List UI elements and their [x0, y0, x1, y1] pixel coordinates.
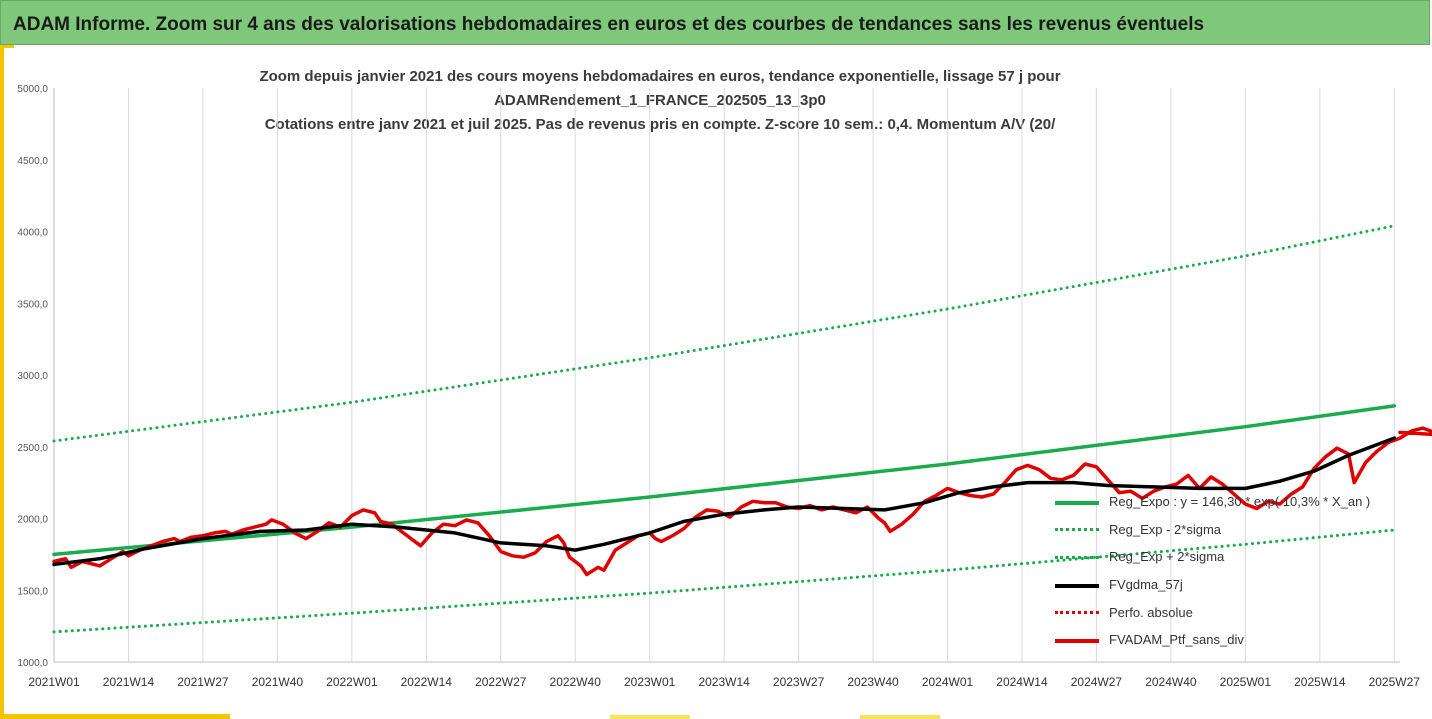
- x-tick-label: 2024W27: [1071, 675, 1123, 689]
- bottom-accent-bar-3: [860, 715, 940, 719]
- legend-item-reg-expo: Reg_Expo : y = 146,30 * exp( 10,3% * X_a…: [1055, 488, 1370, 516]
- y-axis-ticks: 1000,0 1500,0 2000,0 2500,0 3000,0 3500,0 4000…: [17, 84, 48, 669]
- x-tick-label: 2023W14: [698, 675, 750, 689]
- chart-title-line-3: Cotations entre janv 2021 et juil 2025. …: [264, 116, 1056, 133]
- y-tick-label: 4500,0: [17, 156, 48, 167]
- chart-series-lines: [52, 224, 1432, 634]
- bottom-accent-bar: [0, 714, 230, 719]
- legend-label-fvadam: FVADAM_Ptf_sans_div: [1109, 632, 1244, 648]
- y-tick-label: 2500,0: [17, 443, 48, 454]
- x-tick-label: 2021W14: [103, 675, 155, 689]
- legend-label-perfo-absolue: Perfo. absolue: [1109, 604, 1193, 620]
- series-line-3: [52, 436, 1397, 567]
- x-tick-label: 2025W14: [1294, 675, 1346, 689]
- y-tick-label: 2000,0: [17, 515, 48, 526]
- chart-title-line-1: Zoom depuis janvier 2021 des cours moyen…: [259, 68, 1061, 85]
- series-line-2: [52, 224, 1396, 443]
- y-tick-label: 3500,0: [17, 299, 48, 310]
- x-tick-label: 2023W27: [773, 675, 825, 689]
- x-tick-label: 2022W27: [475, 675, 527, 689]
- x-tick-label: 2023W40: [847, 675, 899, 689]
- legend-label-fvgdma: FVgdma_57j: [1109, 577, 1183, 593]
- x-tick-label: 2025W27: [1369, 675, 1421, 689]
- x-tick-label: 2022W14: [401, 675, 453, 689]
- x-tick-label: 2021W01: [28, 675, 80, 689]
- x-tick-label: 2022W40: [550, 675, 602, 689]
- x-tick-label: 2023W01: [624, 675, 676, 689]
- bottom-accent-bar-2: [610, 715, 690, 719]
- legend-item-perfo-absolue: Perfo. absolue: [1055, 598, 1370, 626]
- series-line-1: [52, 528, 1396, 634]
- x-tick-label: 2021W40: [252, 675, 304, 689]
- report-title: ADAM Informe. Zoom sur 4 ans des valoris…: [13, 14, 1205, 35]
- top-accent-bar: [0, 45, 14, 48]
- legend-label-reg-expo: Reg_Expo : y = 146,30 * exp( 10,3% * X_a…: [1109, 494, 1371, 510]
- y-tick-label: 3000,0: [17, 371, 48, 382]
- x-tick-label: 2024W40: [1145, 675, 1197, 689]
- chart-grid: [53, 88, 1400, 663]
- legend-item-reg-exp-plus: Reg_Exp + 2*sigma: [1055, 543, 1370, 571]
- report-banner: ADAM Informe. Zoom sur 4 ans des valoris…: [0, 0, 1430, 45]
- chart-title: Zoom depuis janvier 2021 des cours moyen…: [160, 65, 1160, 137]
- x-tick-label: 2024W01: [922, 675, 974, 689]
- legend-label-reg-exp-plus: Reg_Exp + 2*sigma: [1109, 549, 1225, 565]
- y-tick-label: 1000,0: [17, 658, 48, 669]
- x-tick-label: 2021W27: [177, 675, 229, 689]
- x-tick-label: 2024W14: [996, 675, 1048, 689]
- legend-item-fvgdma: FVgdma_57j: [1055, 571, 1370, 599]
- y-tick-label: 1500,0: [17, 586, 48, 597]
- x-axis-ticks: 2021W01 2021W14 2021W27 2021W40 2022W01 2022W…: [28, 675, 1420, 689]
- legend-item-fvadam: FVADAM_Ptf_sans_div: [1055, 626, 1370, 654]
- y-tick-label: 4000,0: [17, 228, 48, 239]
- y-tick-label: 5000,0: [17, 84, 48, 95]
- chart-legend: Reg_Expo : y = 146,30 * exp( 10,3% * X_a…: [1055, 488, 1370, 654]
- x-tick-label: 2022W01: [326, 675, 378, 689]
- x-tick-label: 2025W01: [1220, 675, 1272, 689]
- legend-item-reg-exp-minus: Reg_Exp - 2*sigma: [1055, 516, 1370, 544]
- legend-label-reg-exp-minus: Reg_Exp - 2*sigma: [1109, 521, 1221, 537]
- left-accent-bar: [0, 45, 4, 719]
- chart-title-line-2: ADAMRendement_1_FRANCE_202505_13_3p0: [494, 92, 826, 109]
